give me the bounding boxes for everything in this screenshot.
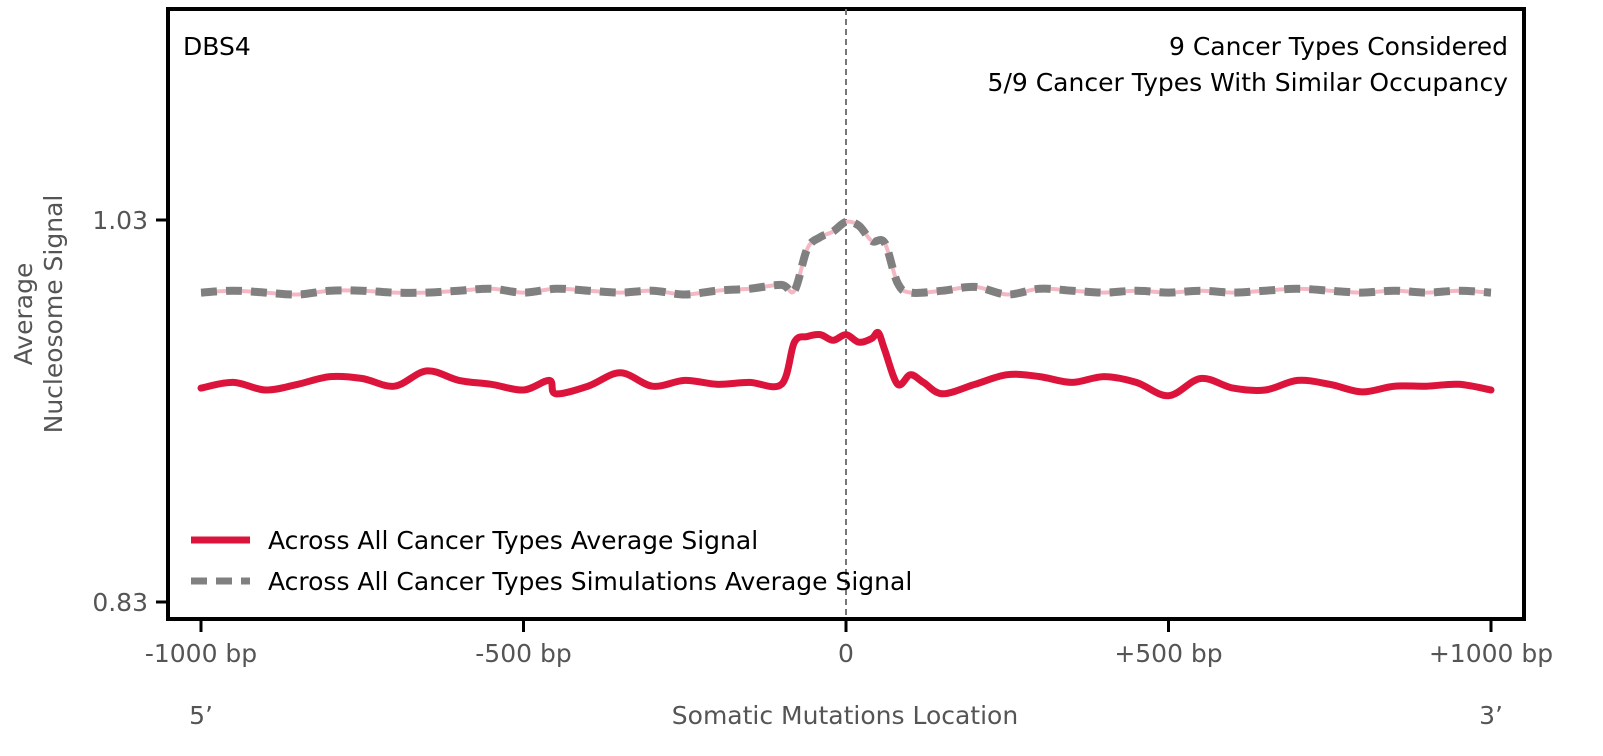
y-tick-label: 1.03 (92, 206, 148, 235)
y-tick-label: 0.83 (92, 588, 148, 617)
signature-label: DBS4 (183, 32, 251, 61)
x-axis: -1000 bp -500 bp 0 +500 bp +1000 bp (145, 619, 1553, 668)
x-tick-label: -500 bp (475, 639, 571, 668)
simulation-signal-line (200, 217, 1492, 299)
x-axis-5prime-label: 5’ (189, 701, 213, 730)
legend-label-simulation: Across All Cancer Types Simulations Aver… (268, 567, 912, 596)
y-axis-title-line1: Average (9, 263, 38, 366)
annotation-cancer-types: 9 Cancer Types Considered (1169, 32, 1508, 61)
legend-label-real: Across All Cancer Types Average Signal (268, 526, 758, 555)
x-tick-label: 0 (838, 639, 854, 668)
annotation-similar-occupancy: 5/9 Cancer Types With Similar Occupancy (988, 68, 1509, 97)
y-axis-title-line2: Nucleosome Signal (39, 195, 68, 434)
x-tick-label: +1000 bp (1429, 639, 1553, 668)
y-axis: 1.03 0.83 (92, 206, 168, 617)
real-signal-line (197, 328, 1495, 400)
x-axis-3prime-label: 3’ (1479, 701, 1503, 730)
legend: Across All Cancer Types Average Signal A… (191, 526, 912, 596)
x-axis-title: Somatic Mutations Location (672, 701, 1018, 730)
x-tick-label: -1000 bp (145, 639, 257, 668)
x-tick-label: +500 bp (1114, 639, 1222, 668)
